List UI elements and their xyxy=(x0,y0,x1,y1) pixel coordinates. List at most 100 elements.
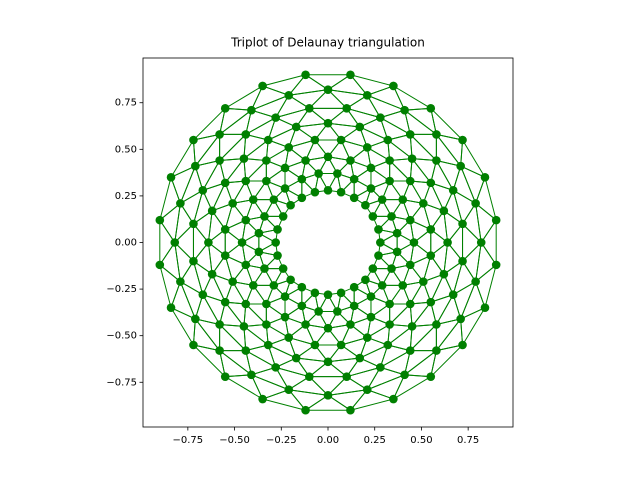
point xyxy=(305,372,314,381)
point xyxy=(241,260,251,270)
point xyxy=(448,186,458,195)
triangle xyxy=(158,175,181,222)
point xyxy=(215,130,224,139)
point xyxy=(215,346,224,355)
point xyxy=(491,215,501,225)
x-tick-label: 0.75 xyxy=(457,435,479,446)
point xyxy=(310,340,320,350)
triangle xyxy=(358,125,390,149)
point xyxy=(355,353,365,363)
point xyxy=(387,212,396,221)
point xyxy=(409,238,419,247)
point xyxy=(297,301,307,311)
point xyxy=(405,346,415,355)
triangle xyxy=(260,73,307,96)
point xyxy=(480,172,490,182)
point xyxy=(305,104,314,113)
point xyxy=(220,251,230,260)
point xyxy=(323,85,333,94)
point xyxy=(398,281,408,290)
point xyxy=(426,178,436,188)
point xyxy=(366,312,376,322)
point xyxy=(336,288,346,298)
point xyxy=(349,301,359,311)
point xyxy=(333,169,342,178)
point xyxy=(291,353,301,363)
point xyxy=(263,340,273,350)
point xyxy=(247,105,256,115)
point xyxy=(439,269,449,279)
point xyxy=(271,363,280,372)
point xyxy=(189,219,198,229)
point xyxy=(191,314,200,324)
point xyxy=(346,70,355,80)
point xyxy=(458,340,467,350)
point xyxy=(262,156,271,165)
triangle xyxy=(340,139,369,162)
point xyxy=(280,184,290,193)
point xyxy=(323,290,333,299)
y-tick-label: 0.50 xyxy=(115,144,137,155)
point xyxy=(362,333,372,342)
point xyxy=(458,135,467,145)
point xyxy=(215,156,224,165)
point xyxy=(310,187,320,197)
y-tick-label: −0.25 xyxy=(106,284,137,295)
point xyxy=(237,238,247,247)
point xyxy=(374,251,383,260)
point xyxy=(361,275,370,285)
point xyxy=(366,292,376,301)
point xyxy=(346,320,355,329)
point xyxy=(198,186,208,195)
point xyxy=(333,307,342,316)
point xyxy=(432,156,441,165)
triangle xyxy=(274,107,311,128)
point xyxy=(155,215,165,225)
point xyxy=(260,212,269,221)
point xyxy=(374,225,383,234)
point xyxy=(254,247,264,257)
point xyxy=(362,90,372,100)
point xyxy=(405,260,415,270)
triangle xyxy=(211,273,234,304)
point xyxy=(284,333,294,342)
point xyxy=(239,154,249,163)
point xyxy=(262,320,271,329)
point xyxy=(323,357,333,367)
point xyxy=(432,320,441,329)
point xyxy=(284,385,294,395)
point xyxy=(191,161,200,171)
point xyxy=(376,363,385,372)
triangle xyxy=(192,188,213,226)
point xyxy=(471,199,480,208)
point xyxy=(376,238,385,247)
point xyxy=(286,275,295,285)
triangle xyxy=(211,181,234,212)
point xyxy=(220,104,230,113)
point xyxy=(258,81,267,91)
point xyxy=(407,154,417,163)
point xyxy=(368,212,378,221)
point xyxy=(405,299,415,309)
point xyxy=(273,225,282,234)
triangle xyxy=(244,116,277,141)
point xyxy=(426,104,436,113)
point xyxy=(269,281,279,290)
point xyxy=(291,122,301,132)
point xyxy=(439,206,449,216)
triangle xyxy=(480,218,497,267)
x-tick-label: −0.25 xyxy=(266,435,297,446)
point xyxy=(271,113,280,122)
point xyxy=(241,346,251,355)
point xyxy=(241,176,251,186)
point xyxy=(286,200,295,210)
point xyxy=(362,385,372,395)
point xyxy=(248,281,258,290)
point xyxy=(301,405,310,415)
point xyxy=(392,228,402,238)
point xyxy=(220,225,230,234)
point xyxy=(458,219,467,229)
point xyxy=(247,370,256,380)
axes-frame xyxy=(142,57,514,428)
